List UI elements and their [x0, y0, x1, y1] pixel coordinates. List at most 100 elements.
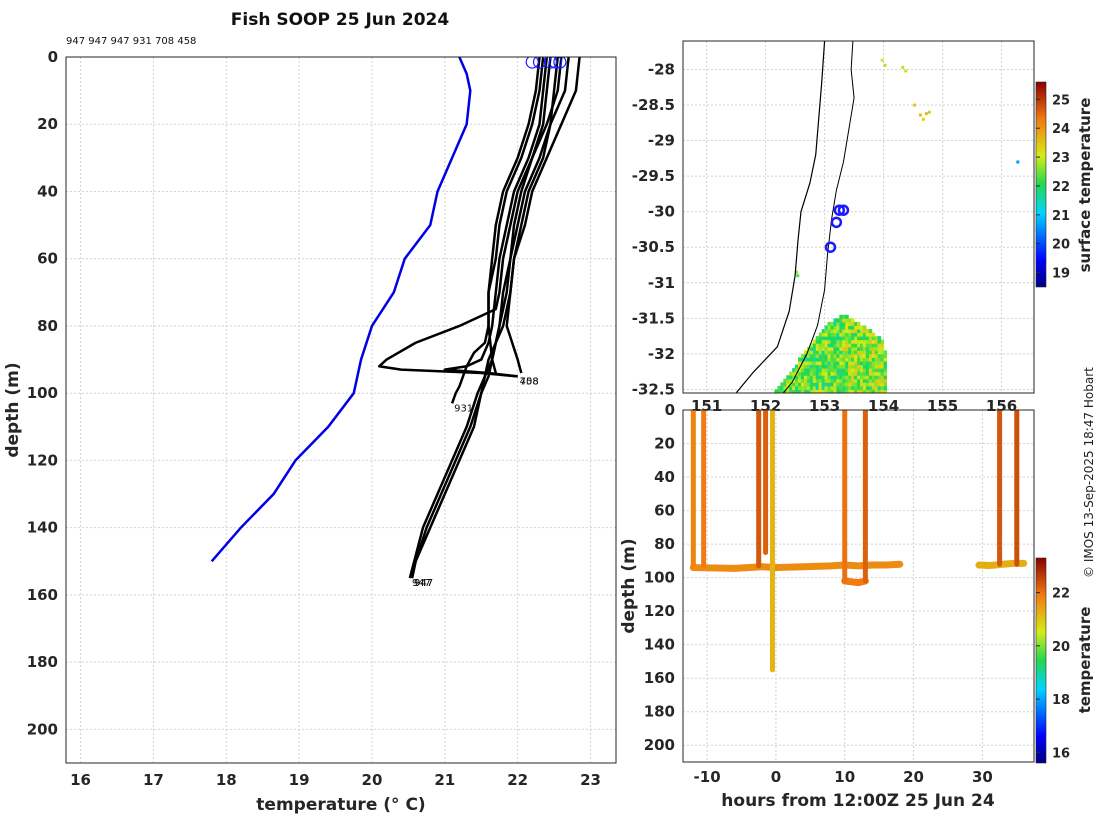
sst-cell [803, 368, 808, 373]
sst-cell [857, 343, 861, 348]
sst-cell [865, 371, 870, 376]
sst-cell [824, 329, 829, 334]
sst-cell [812, 357, 817, 362]
sst-cell [845, 361, 849, 366]
sst-cell [865, 368, 870, 373]
profile-ytick: 20 [37, 115, 58, 133]
sst-cell [806, 361, 811, 366]
sst-cell [809, 375, 814, 380]
sst-cell [877, 364, 882, 369]
sst-cell [859, 346, 864, 351]
sst-cell [800, 371, 805, 376]
sst-cell [821, 353, 826, 358]
sst-cell [800, 378, 805, 383]
sst-cell [848, 321, 852, 326]
sst-cell [877, 382, 882, 387]
sst-cell [824, 350, 829, 355]
sst-cell [806, 371, 811, 376]
sst-cell [821, 371, 826, 376]
sst-cell [862, 371, 867, 376]
sst-cell [839, 378, 843, 383]
profile-end-label: 947 [414, 578, 433, 589]
sst-cell [839, 336, 843, 341]
section-ytick: 60 [654, 502, 675, 520]
map-ytick: -28.5 [632, 96, 675, 114]
sst-cell [812, 361, 817, 366]
sst-cell [871, 332, 876, 337]
sst-cell [792, 389, 796, 393]
sst-cell [848, 385, 852, 390]
sst-cell [815, 378, 820, 383]
sst-cell [874, 357, 879, 362]
sst-cell [809, 368, 814, 373]
sst-cell [818, 375, 823, 380]
sst-cell [836, 353, 840, 358]
sst-cell [827, 336, 831, 341]
sst-cell [815, 361, 820, 366]
profile-ytick: 40 [37, 182, 58, 200]
sst-cell [877, 357, 882, 362]
section-xtick: 20 [903, 768, 924, 786]
sst-cell [877, 371, 882, 376]
sst-cell [818, 357, 823, 362]
sst-cell [854, 339, 858, 344]
sst-cell [859, 343, 864, 348]
sst-cell [848, 382, 852, 387]
sst-cell [827, 361, 831, 366]
sst-cell [839, 357, 843, 362]
sst-cell [862, 389, 867, 393]
sst-cell [815, 371, 820, 376]
sst-cell [842, 314, 846, 319]
sst-cell [880, 58, 884, 62]
sst-cell [851, 364, 855, 369]
sst-cell [824, 368, 829, 373]
sst-cell [859, 385, 864, 390]
sst-cell [871, 382, 876, 387]
sst-cell [842, 343, 846, 348]
sst-cell [792, 375, 796, 380]
sst-cell [806, 357, 811, 362]
sst-cell [845, 321, 849, 326]
sst-cell [836, 318, 840, 323]
sst-cell [818, 371, 823, 376]
sst-cell [809, 382, 814, 387]
sst-cell [877, 350, 882, 355]
sst-cell [845, 353, 849, 358]
temperature-colorbar-tick: 22 [1052, 587, 1070, 602]
sst-cell [871, 353, 876, 358]
sst-cell [842, 353, 846, 358]
sst-cell [859, 382, 864, 387]
sst-cell [827, 385, 831, 390]
sst-cell [859, 339, 864, 344]
sst-cell [1016, 160, 1020, 164]
sst-cell [848, 343, 852, 348]
sst-cell [874, 375, 879, 380]
sst-cell [821, 332, 826, 337]
sst-cell [821, 336, 826, 341]
sst-cell [833, 318, 837, 323]
sst-cell [803, 385, 808, 390]
sst-cell [833, 336, 837, 341]
sst-cell [836, 332, 840, 337]
sst-cell [806, 353, 811, 358]
sst-cell [874, 343, 879, 348]
sst-cell [818, 346, 823, 351]
sst-cell [800, 385, 805, 390]
section-ytick: 40 [654, 468, 675, 486]
section-xtick: 10 [834, 768, 855, 786]
sst-cell [798, 361, 802, 366]
sst-cell [809, 378, 814, 383]
sst-cell [824, 353, 829, 358]
sst-cell [798, 382, 802, 387]
sst-cell [845, 382, 849, 387]
sst-cell [865, 332, 870, 337]
sst-cell [842, 321, 846, 326]
sst-cell [842, 329, 846, 334]
sst-cell [868, 357, 873, 362]
sst-cell [812, 339, 817, 344]
sst-cell [800, 389, 805, 393]
sst-cell [921, 117, 925, 121]
sst-cell [833, 368, 837, 373]
sst-cell [783, 378, 787, 383]
sst-cell [845, 385, 849, 390]
